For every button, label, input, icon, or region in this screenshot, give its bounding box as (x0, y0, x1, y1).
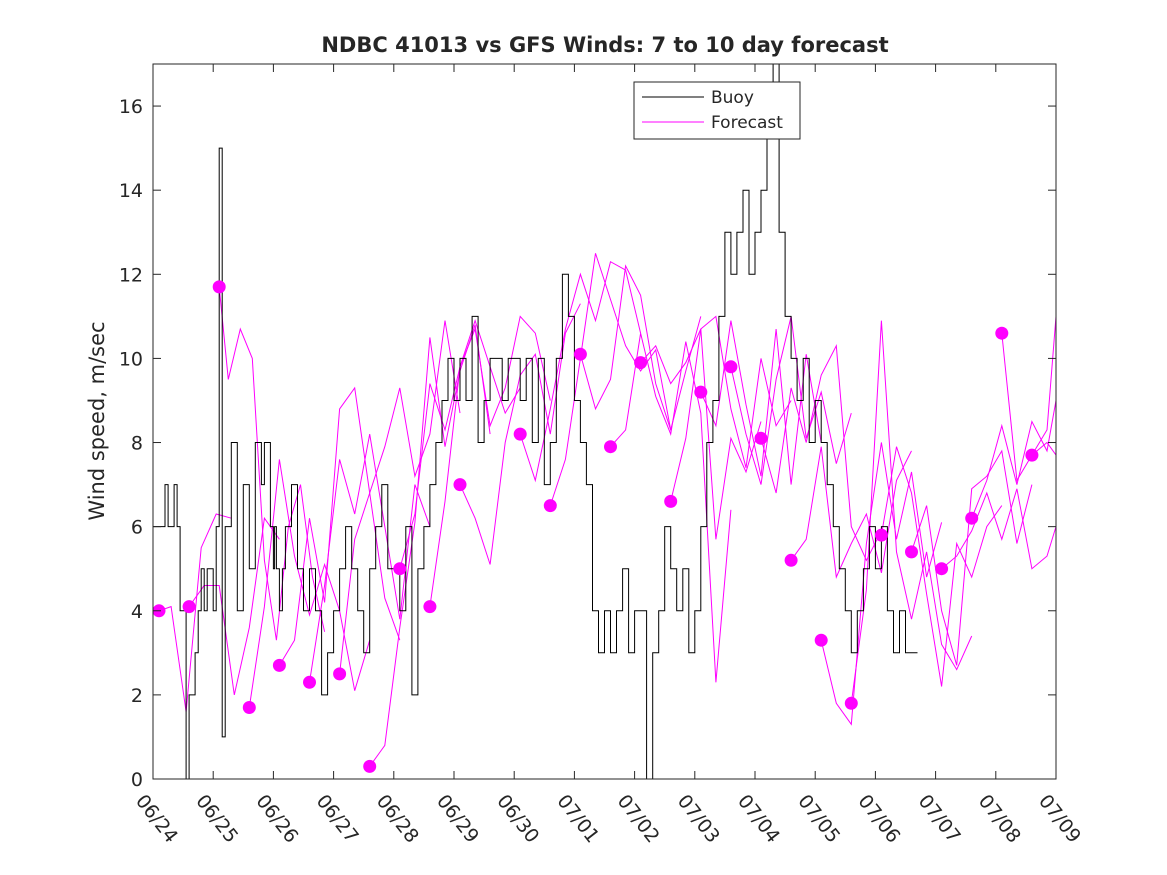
forecast-line-16 (670, 315, 792, 502)
forecast-start-marker-25 (935, 562, 949, 576)
x-tick-label-11: 07/05 (793, 791, 844, 848)
forecast-line-4 (278, 386, 401, 666)
forecast-start-marker-17 (694, 385, 708, 399)
forecast-line-11 (519, 260, 642, 483)
forecast-start-marker-18 (724, 360, 738, 374)
forecast-start-marker-10 (453, 478, 467, 492)
x-tick-label-9: 07/03 (673, 791, 724, 848)
forecast-start-marker-15 (634, 356, 648, 370)
forecast-start-marker-6 (333, 667, 347, 681)
forecast-start-marker-24 (905, 545, 918, 559)
forecast-line-13 (579, 264, 702, 432)
x-tick-label-7: 07/01 (552, 791, 603, 848)
x-tick-label-6: 06/30 (492, 791, 543, 848)
legend-box (633, 81, 801, 140)
x-tick-label-10: 07/04 (733, 791, 784, 848)
forecast-start-marker-5 (303, 675, 316, 689)
y-tick-label-8: 8 (131, 433, 143, 455)
y-tick-label-4: 4 (131, 601, 143, 623)
forecast-line-6 (339, 320, 461, 674)
forecast-line-15 (640, 328, 762, 540)
x-tick-label-13: 07/07 (914, 791, 965, 848)
forecast-line-24 (911, 449, 1033, 666)
forecast-start-marker-14 (604, 440, 617, 454)
forecast-start-marker-11 (513, 427, 527, 441)
forecast-start-marker-16 (664, 494, 678, 508)
forecast-start-marker-22 (844, 696, 858, 710)
plot-area (152, 63, 1057, 780)
axes-box (152, 63, 1057, 780)
legend-buoy-label: Buoy (711, 88, 754, 108)
y-tick-label-16: 16 (119, 96, 143, 118)
chart-title: NDBC 41013 vs GFS Winds: 7 to 10 day for… (321, 33, 888, 57)
y-axis-label: Wind speed, m/sec (85, 321, 109, 520)
forecast-start-marker-19 (754, 431, 768, 445)
forecast-line-26 (971, 400, 1057, 519)
forecast-line-28 (1031, 441, 1057, 456)
forecast-start-marker-7 (363, 759, 377, 773)
y-tick-label-10: 10 (119, 348, 143, 370)
y-tick-label-0: 0 (131, 769, 143, 791)
x-tick-label-4: 06/28 (372, 791, 423, 848)
x-tick-label-14: 07/08 (974, 791, 1025, 848)
y-tick-label-14: 14 (119, 180, 143, 202)
forecast-line-5 (309, 434, 431, 683)
y-tick-label-2: 2 (131, 685, 143, 707)
x-tick-label-12: 07/06 (853, 791, 904, 848)
forecast-start-marker-13 (573, 347, 587, 361)
forecast-start-marker-26 (965, 511, 979, 525)
x-tick-label-5: 06/29 (432, 791, 483, 848)
forecast-line-14 (610, 333, 732, 683)
forecast-line-9 (429, 315, 551, 607)
forecast-line-23 (880, 446, 1003, 687)
forecast-line-20 (790, 446, 912, 579)
forecast-line-3 (248, 459, 371, 708)
forecast-line-25 (941, 488, 1057, 570)
x-tick-label-15: 07/09 (1034, 791, 1085, 848)
forecast-start-marker-9 (423, 600, 437, 614)
forecast-start-marker-28 (1025, 448, 1039, 462)
forecast-line-21 (820, 442, 943, 726)
x-tick-label-0: 06/24 (131, 791, 182, 848)
forecast-start-marker-3 (242, 701, 256, 714)
x-tick-label-8: 07/02 (613, 791, 664, 848)
forecast-start-marker-2 (212, 280, 226, 294)
forecast-start-marker-21 (814, 633, 828, 647)
forecast-start-marker-8 (393, 562, 407, 576)
forecast-start-marker-1 (182, 600, 196, 614)
forecast-line-7 (369, 324, 491, 767)
x-tick-label-1: 06/25 (191, 791, 242, 848)
legend: Buoy Forecast (633, 81, 801, 140)
y-tick-label-12: 12 (119, 264, 143, 286)
forecast-line-8 (399, 318, 521, 569)
forecast-line-19 (760, 344, 882, 562)
forecast-start-marker-12 (543, 499, 557, 513)
x-tick-label-3: 06/27 (312, 791, 363, 848)
legend-forecast-label: Forecast (711, 113, 783, 133)
x-tick-label-2: 06/26 (251, 791, 302, 848)
forecast-start-marker-20 (784, 553, 798, 567)
buoy-line (153, 63, 918, 780)
forecast-line-22 (850, 320, 973, 704)
forecast-line-2 (218, 286, 326, 641)
forecast-start-marker-27 (995, 326, 1009, 340)
forecast-start-marker-4 (272, 658, 286, 672)
forecast-start-marker-23 (874, 528, 888, 542)
y-tick-label-6: 6 (131, 517, 143, 539)
